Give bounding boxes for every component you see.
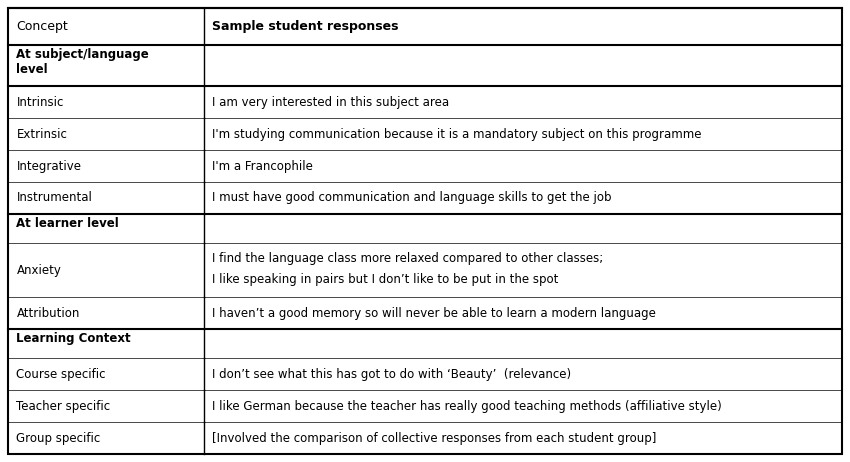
Bar — [8, 297, 204, 329]
Bar — [8, 118, 204, 150]
Bar — [204, 214, 842, 243]
Bar — [204, 359, 842, 390]
Text: Intrinsic: Intrinsic — [16, 96, 64, 109]
Text: [Involved the comparison of collective responses from each student group]: [Involved the comparison of collective r… — [212, 432, 657, 444]
Bar — [8, 243, 204, 297]
Bar — [204, 422, 842, 454]
Text: I am very interested in this subject area: I am very interested in this subject are… — [212, 96, 450, 109]
Text: I like German because the teacher has really good teaching methods (affiliative : I like German because the teacher has re… — [212, 400, 722, 413]
Text: Sample student responses: Sample student responses — [212, 20, 399, 33]
Bar — [204, 118, 842, 150]
Text: I'm a Francophile: I'm a Francophile — [212, 159, 314, 173]
Bar — [204, 86, 842, 118]
Bar — [204, 182, 842, 214]
Text: Teacher specific: Teacher specific — [16, 400, 110, 413]
Bar — [204, 329, 842, 359]
Bar — [204, 297, 842, 329]
Bar — [204, 150, 842, 182]
Bar — [204, 243, 842, 297]
Bar — [8, 8, 842, 45]
Text: Instrumental: Instrumental — [16, 191, 93, 204]
Text: I'm studying communication because it is a mandatory subject on this programme: I'm studying communication because it is… — [212, 128, 702, 141]
Text: At subject/language
level: At subject/language level — [16, 48, 150, 76]
Text: Course specific: Course specific — [16, 368, 106, 381]
Bar — [8, 390, 204, 422]
Bar — [8, 214, 204, 243]
Bar — [8, 422, 204, 454]
Text: I find the language class more relaxed compared to other classes;: I find the language class more relaxed c… — [212, 252, 604, 265]
Text: Concept: Concept — [16, 20, 68, 33]
Text: Learning Context: Learning Context — [16, 332, 131, 345]
Bar — [8, 329, 204, 359]
Text: I don’t see what this has got to do with ‘Beauty’  (relevance): I don’t see what this has got to do with… — [212, 368, 571, 381]
Bar — [204, 390, 842, 422]
Text: Attribution: Attribution — [16, 307, 80, 320]
Text: Group specific: Group specific — [16, 432, 101, 444]
Bar — [8, 45, 204, 86]
Bar — [8, 86, 204, 118]
Bar — [204, 45, 842, 86]
Text: Integrative: Integrative — [16, 159, 82, 173]
Text: At learner level: At learner level — [16, 217, 119, 230]
Bar — [8, 150, 204, 182]
Bar — [8, 359, 204, 390]
Text: I must have good communication and language skills to get the job: I must have good communication and langu… — [212, 191, 612, 204]
Text: I like speaking in pairs but I don’t like to be put in the spot: I like speaking in pairs but I don’t lik… — [212, 274, 558, 286]
Bar — [8, 182, 204, 214]
Text: Anxiety: Anxiety — [16, 264, 61, 277]
Text: Extrinsic: Extrinsic — [16, 128, 67, 141]
Text: I haven’t a good memory so will never be able to learn a modern language: I haven’t a good memory so will never be… — [212, 307, 656, 320]
